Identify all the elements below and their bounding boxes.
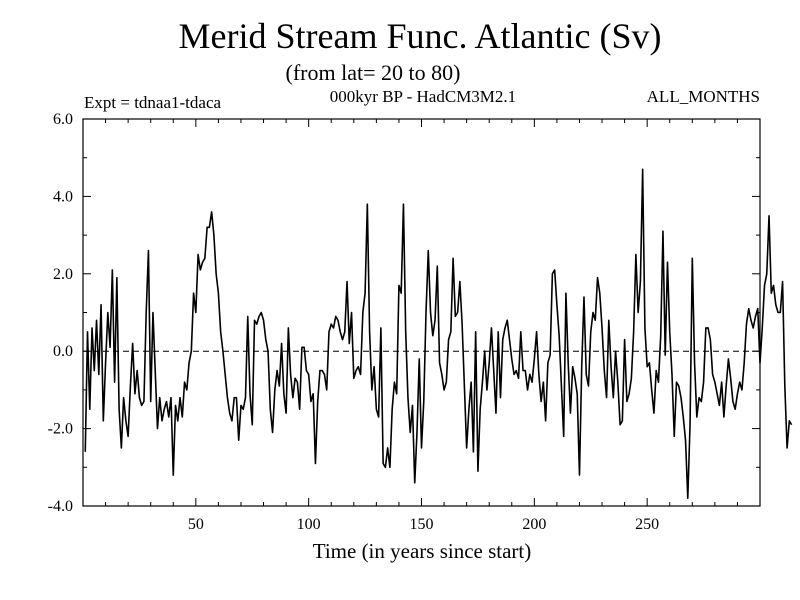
y-tick-label: -4.0: [48, 498, 73, 515]
chart-title: Merid Stream Func. Atlantic (Sv): [179, 16, 662, 56]
x-tick-label: 50: [188, 516, 204, 533]
x-tick-label: 200: [522, 516, 546, 533]
model-label: 000kyr BP - HadCM3M2.1: [330, 87, 516, 106]
y-tick-label: 4.0: [53, 188, 73, 205]
x-axis-label: Time (in years since start): [313, 539, 532, 563]
y-axis-ticks: -4.0 -2.0 0.0 2.0 4.0 6.0: [48, 111, 760, 515]
plot-frame: [82, 118, 761, 507]
series-line: [84, 168, 793, 500]
x-tick-label: 250: [635, 516, 659, 533]
y-tick-label: 2.0: [53, 266, 73, 283]
x-tick-label: 100: [297, 516, 321, 533]
y-tick-label: -2.0: [48, 421, 73, 438]
x-axis-ticks: 50 100 150 200 250: [105, 119, 738, 533]
y-tick-label: 0.0: [53, 343, 73, 360]
y-tick-label: 6.0: [53, 111, 73, 128]
x-tick-label: 150: [410, 516, 434, 533]
period-label: ALL_MONTHS: [647, 87, 760, 106]
experiment-label: Expt = tdnaa1-tdaca: [84, 93, 221, 112]
chart-subtitle: (from lat= 20 to 80): [286, 60, 461, 85]
